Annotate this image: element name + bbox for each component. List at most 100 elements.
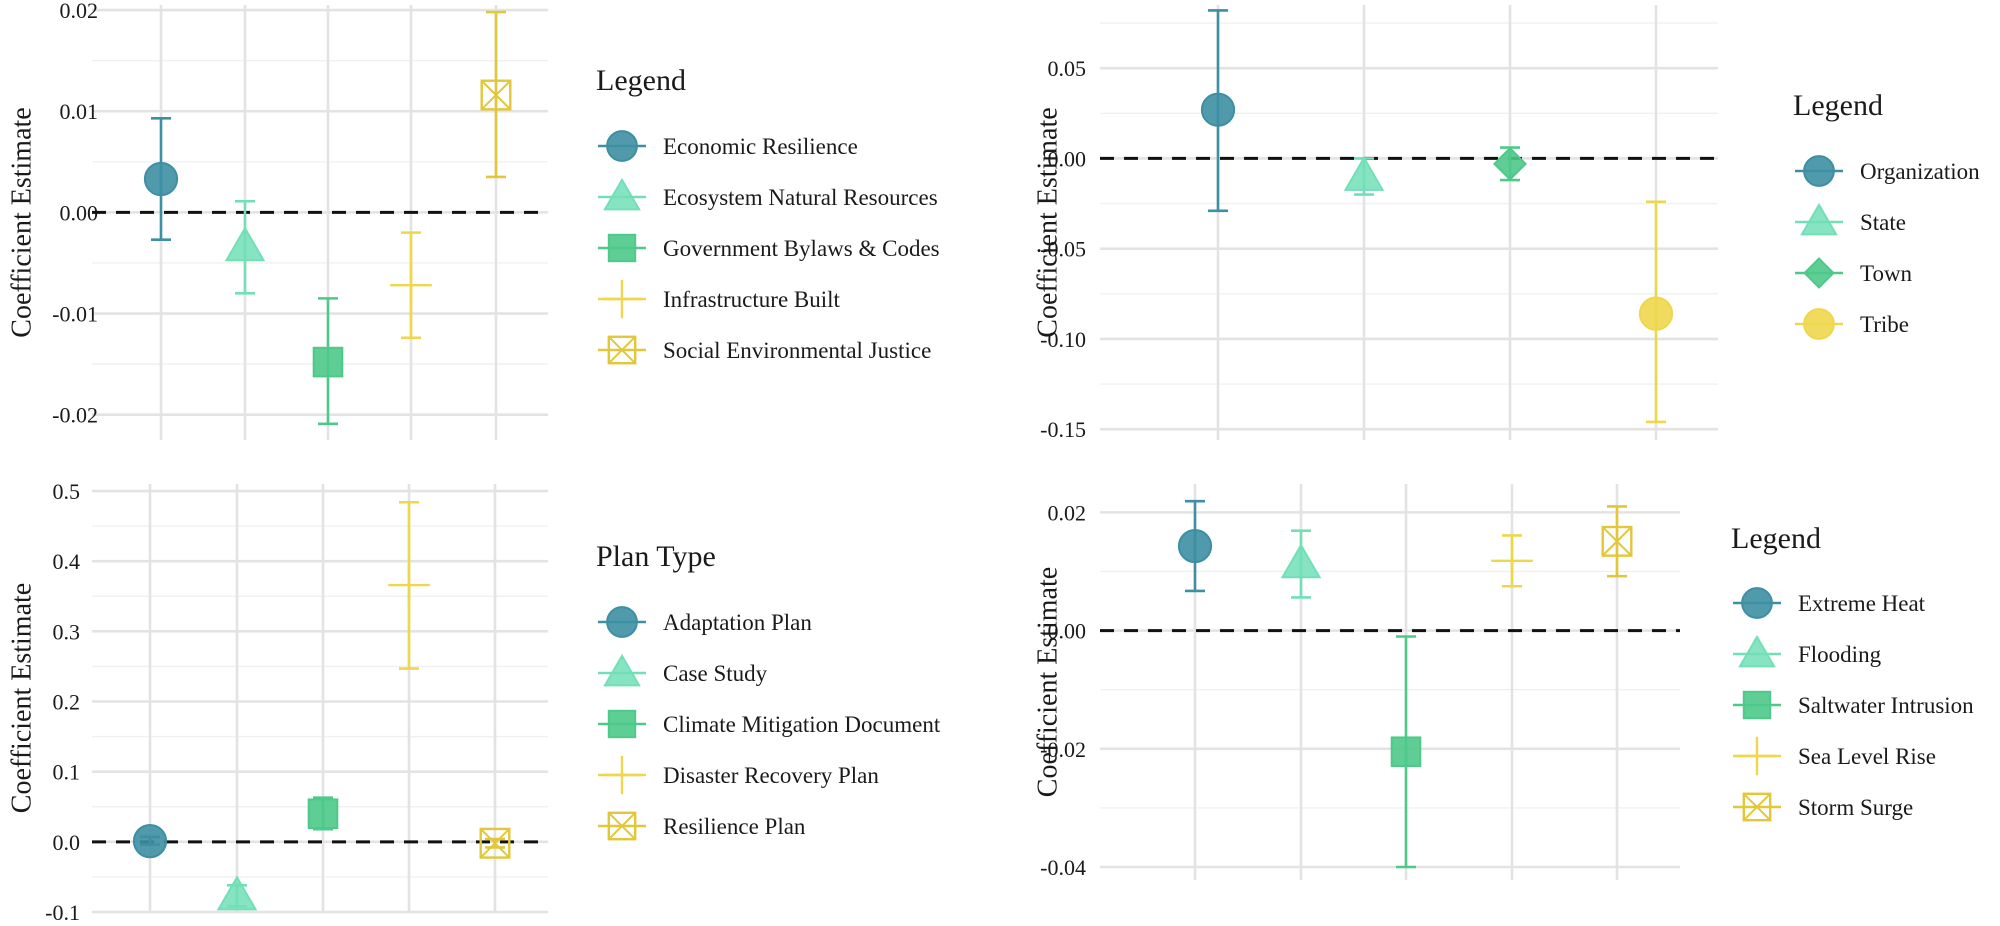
- series-government-bylaws-and-codes: [312, 297, 344, 426]
- legend-label: Climate Mitigation Document: [663, 712, 941, 737]
- legend-label: Government Bylaws & Codes: [663, 236, 940, 261]
- legend-item: Flooding: [1733, 634, 1882, 668]
- legend-item: Government Bylaws & Codes: [598, 233, 940, 263]
- series-ecosystem-natural-resources: [224, 199, 266, 295]
- legend-key-plus: [1737, 736, 1777, 776]
- legend-key-circle: [606, 606, 638, 638]
- legend-key-triangle: [1800, 202, 1838, 236]
- series-tribe: [1638, 200, 1674, 424]
- chart-panel-2: 0.05 0.00 -0.05 -0.10 -0.15 Coefficient Estim…: [1032, 5, 1980, 442]
- legend-item: Sea Level Rise: [1733, 736, 1936, 776]
- legend-item: Climate Mitigation Document: [598, 709, 941, 739]
- y-tick-label: -0.05: [1040, 237, 1086, 262]
- legend-item: Saltwater Intrusion: [1733, 690, 1974, 720]
- series-adaptation-plan: [132, 824, 168, 859]
- legend-key-boxx: [1742, 792, 1772, 822]
- point-estimate-plus: [390, 264, 432, 307]
- legend-item: State: [1795, 202, 1906, 236]
- point-estimate-circle: [1177, 528, 1213, 564]
- series-case-study: [216, 875, 258, 911]
- series-climate-mitigation-document: [307, 796, 339, 831]
- y-tick-label: 0.02: [1048, 500, 1087, 525]
- y-tick-label: -0.02: [52, 403, 98, 428]
- point-estimate-triangle: [216, 875, 258, 911]
- legend-label: Resilience Plan: [663, 814, 806, 839]
- legend-item: Social Environmental Justice: [598, 335, 931, 365]
- legend-label: Tribe: [1860, 312, 1909, 337]
- y-tick-label: -0.02: [1040, 737, 1086, 762]
- series-flooding: [1280, 529, 1322, 599]
- legend-label: Infrastructure Built: [663, 287, 841, 312]
- legend-label: Town: [1860, 261, 1913, 286]
- legend-label: Ecosystem Natural Resources: [663, 185, 938, 210]
- y-tick-label: -0.04: [1040, 855, 1086, 880]
- point-estimate-boxx: [480, 79, 512, 111]
- legend: Legend Organization State Town Tribe: [1793, 89, 1980, 340]
- point-estimate-square: [307, 798, 339, 830]
- y-tick-label: 0.00: [1048, 146, 1087, 171]
- legend-label: Flooding: [1798, 642, 1882, 667]
- point-estimate-plus: [388, 564, 430, 606]
- legend-label: Organization: [1860, 159, 1980, 184]
- y-tick-label: 0.2: [53, 690, 81, 715]
- legend-item: Resilience Plan: [598, 811, 806, 841]
- y-axis-label: Coefficient Estimate: [1032, 567, 1063, 797]
- point-estimate-plus: [1491, 540, 1533, 582]
- legend-label: Case Study: [663, 661, 768, 686]
- y-tick-label: 0.02: [60, 0, 99, 23]
- legend-label: Disaster Recovery Plan: [663, 763, 879, 788]
- point-estimate-boxx: [479, 827, 511, 859]
- series-town: [1492, 146, 1528, 182]
- legend-label: Storm Surge: [1798, 795, 1913, 820]
- legend-item: Disaster Recovery Plan: [598, 755, 879, 795]
- legend-key-square: [1742, 690, 1772, 720]
- y-tick-label: 0.1: [53, 760, 81, 785]
- point-estimate-diamond: [1492, 146, 1528, 181]
- series-organization: [1200, 9, 1236, 213]
- legend-key-circle: [1741, 587, 1773, 619]
- series-sea-level-rise: [1491, 534, 1533, 588]
- point-estimate-triangle: [224, 226, 266, 262]
- chart-panel-3: 0.5 0.4 0.3 0.2 0.1 0.0 -0.1 Coefficient Estima…: [6, 479, 940, 925]
- legend-label: Saltwater Intrusion: [1798, 693, 1974, 718]
- legend-item: Tribe: [1795, 308, 1909, 340]
- y-tick-label: 0.4: [53, 549, 81, 574]
- chart-panel-4: 0.02 0.00 -0.02 -0.04 Coefficient Estimate Le…: [1032, 484, 1974, 880]
- legend-item: Case Study: [598, 653, 768, 687]
- legend-item: Economic Resilience: [598, 130, 858, 162]
- legend-key-diamond: [1803, 257, 1835, 289]
- legend-title: Plan Type: [596, 540, 716, 573]
- series-social-environmental-justice: [480, 10, 512, 179]
- y-tick-label: 0.0: [53, 830, 81, 855]
- y-tick-label: -0.1: [45, 900, 80, 925]
- legend-key-circle: [1803, 155, 1835, 187]
- legend-item: Town: [1795, 257, 1913, 289]
- legend-key-plus: [602, 279, 642, 319]
- legend-key-square: [607, 709, 637, 739]
- y-axis-label: Coefficient Estimate: [1032, 107, 1063, 337]
- legend-key-square: [607, 233, 637, 263]
- legend-item: Adaptation Plan: [598, 606, 812, 638]
- legend-key-circle: [606, 130, 638, 162]
- point-estimate-circle: [1638, 296, 1674, 331]
- y-tick-label: 0.5: [53, 479, 81, 504]
- legend-key-triangle: [1738, 634, 1776, 668]
- legend: Legend Economic Resilience Ecosystem Natur…: [596, 64, 940, 365]
- legend-title: Legend: [1793, 89, 1883, 122]
- legend-item: Ecosystem Natural Resources: [598, 177, 938, 211]
- point-estimate-square: [312, 346, 344, 378]
- point-estimate-boxx: [1601, 525, 1633, 557]
- y-axis-label: Coefficient Estimate: [6, 583, 37, 813]
- y-tick-label: 0.00: [1048, 619, 1087, 644]
- legend-title: Legend: [596, 64, 686, 97]
- series-saltwater-intrusion: [1390, 635, 1422, 869]
- legend-label: State: [1860, 210, 1906, 235]
- y-tick-label: 0.00: [60, 200, 99, 225]
- y-tick-label: 0.3: [53, 619, 81, 644]
- legend-label: Economic Resilience: [663, 134, 858, 159]
- series-resilience-plan: [479, 827, 511, 859]
- legend-key-plus: [602, 755, 642, 795]
- legend-key-boxx: [607, 811, 637, 841]
- legend-label: Extreme Heat: [1798, 591, 1926, 616]
